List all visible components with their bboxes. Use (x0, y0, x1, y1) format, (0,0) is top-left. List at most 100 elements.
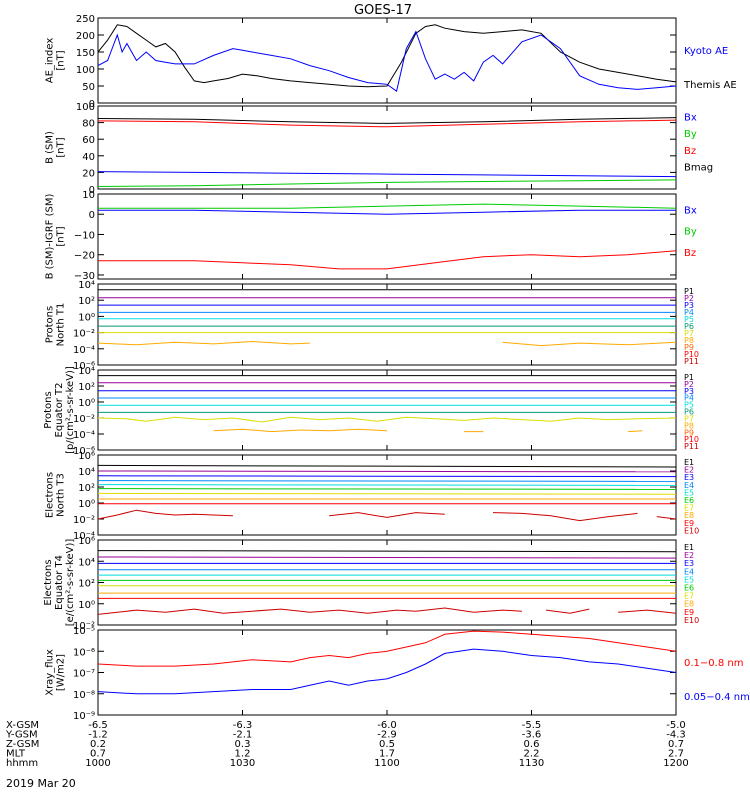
ephemeris-value: -2.1 (233, 730, 253, 741)
panel-frame (97, 539, 677, 626)
legend-entry: P9 (684, 343, 694, 352)
y-axis-label: B (SM) (45, 131, 56, 164)
series-line-e2 (98, 470, 676, 473)
y-tick-label: 10² (78, 382, 95, 393)
panel-frame (97, 369, 677, 451)
y-tick-label: 10⁻² (73, 414, 95, 425)
legend-entry: E3 (684, 559, 694, 568)
series-line-bz (98, 119, 676, 128)
y-tick-label: 10⁰ (78, 499, 95, 510)
y-tick-label: 10⁻⁴ (73, 531, 95, 542)
panel-pn: 10⁻⁶ 10⁻⁴ 10⁻² 10⁰ 10² 10⁴ Protons North T1 P1P2… (45, 280, 700, 372)
series-line-p8 (98, 340, 310, 346)
series-line-e5 (98, 484, 676, 486)
series-line-e10c (492, 512, 638, 522)
y-tick-label: 10⁻⁶ (73, 647, 95, 658)
y-tick-label: 150 (76, 48, 95, 59)
y-tick-label: 10⁻⁸ (73, 690, 95, 701)
legend-entry: E5 (684, 575, 694, 584)
series-line-e7 (98, 492, 676, 495)
panel-frame (97, 629, 677, 716)
y-tick-label: 10⁻⁹ (73, 711, 95, 722)
y-tick-label: 10⁻² (73, 329, 95, 340)
ephemeris-value: 0.3 (235, 739, 251, 750)
ephemeris-value: 1130 (519, 758, 544, 769)
legend-entry: By (684, 227, 697, 238)
x-axis-footer: 2019 Mar 20 X-GSM -6.5 -6.3 -6.0 -5.5 -5.0 Y-G… (5, 720, 689, 790)
y-tick-label: 100 (76, 102, 95, 113)
ephemeris-value: 0.2 (90, 739, 106, 750)
series-line-e10b (329, 512, 445, 518)
chart-title: GOES-17 (354, 3, 412, 18)
ephemeris-value: 1100 (374, 758, 399, 769)
legend-entry: P6 (684, 408, 694, 417)
legend-entry: P2 (684, 380, 694, 389)
legend-entry: E6 (684, 496, 694, 505)
y-tick-label: 10⁰ (78, 398, 95, 409)
legend-entry: Bx (684, 205, 697, 216)
ephemeris-value: 0.5 (379, 739, 395, 750)
series-line-e1 (98, 464, 676, 468)
ephemeris-value: -1.2 (88, 730, 108, 741)
ephemeris-value: 0.6 (524, 739, 540, 750)
legend-entry: P4 (684, 308, 694, 317)
legend-entry: E9 (684, 608, 694, 617)
legend-entry: E4 (684, 567, 694, 576)
series-line-e10 (98, 607, 522, 615)
ephemeris-value: -3.6 (522, 730, 542, 741)
legend-entry: Kyoto AE (684, 46, 728, 57)
ephemeris-value: 1.2 (235, 749, 251, 760)
ephemeris-value: 2.2 (524, 749, 540, 760)
ephemeris-row-label: Y-GSM (5, 730, 38, 741)
legend-entry: P3 (684, 301, 694, 310)
series-group (98, 203, 676, 270)
y-tick-label: 20 (82, 168, 95, 179)
y-axis-label: Protons (43, 391, 54, 428)
series-line-e4 (98, 480, 676, 482)
legend-entry: E4 (684, 481, 694, 490)
legend-entry: E1 (684, 458, 694, 467)
series-line-kyoto-ae (98, 30, 676, 92)
series-group (98, 117, 676, 187)
legend-entry: E7 (684, 504, 694, 513)
series-line-0-1-0-8-nm (98, 630, 676, 667)
y-tick-label: 10⁶ (78, 451, 95, 462)
legend-entry: P8 (684, 336, 694, 345)
legend-entry: E6 (684, 584, 694, 593)
y-tick-label: −30 (74, 271, 95, 282)
series-line-bz (98, 250, 676, 270)
y-tick-label: 10 (82, 190, 95, 201)
ephemeris-value: -2.9 (377, 730, 397, 741)
y-tick-label: 50 (82, 82, 95, 93)
legend-entry: P1 (684, 373, 694, 382)
ephemeris-value: 1000 (85, 758, 110, 769)
legend-entry: Bz (684, 146, 696, 157)
legend-entry: Themis AE (683, 80, 737, 91)
legend-entry: E1 (684, 543, 694, 552)
y-tick-label: 10⁻⁷ (73, 669, 95, 680)
y-axis-label: Xray_flux (45, 649, 56, 696)
series-line-bmag (98, 117, 676, 124)
panel-frame (97, 283, 677, 366)
ephemeris-value: 1030 (230, 758, 255, 769)
y-tick-label: 10⁻² (73, 621, 95, 632)
y-axis-label: North T3 (56, 473, 67, 517)
ephemeris-value: -4.3 (666, 730, 686, 741)
legend-entry: P7 (684, 414, 694, 423)
panel-ee: 10⁻² 10⁰ 10² 10⁴ 10⁶ Electrons Equator T4 [e/(c… (43, 536, 699, 632)
y-tick-label: 80 (82, 119, 95, 130)
legend-entry: P6 (684, 322, 694, 331)
y-axis-label: B (SM)-IGRF (SM) (45, 194, 56, 280)
legend-entry: P11 (684, 442, 699, 451)
ephemeris-row-label: X-GSM (6, 720, 39, 731)
series-group (98, 24, 676, 92)
series-line-p8 (213, 428, 388, 433)
panel-bigrf: −30 −20 −10 0 10 B (SM)-IGRF (SM) [nT] Bx By Bz (45, 190, 697, 282)
y-axis-label: Equator T4 (54, 555, 65, 610)
series-line-e6 (98, 488, 676, 490)
y-tick-label: 10² (78, 579, 95, 590)
series-line-e10 (98, 509, 233, 520)
legend-entry: E9 (684, 519, 694, 528)
y-tick-label: 10⁻⁴ (73, 430, 95, 441)
